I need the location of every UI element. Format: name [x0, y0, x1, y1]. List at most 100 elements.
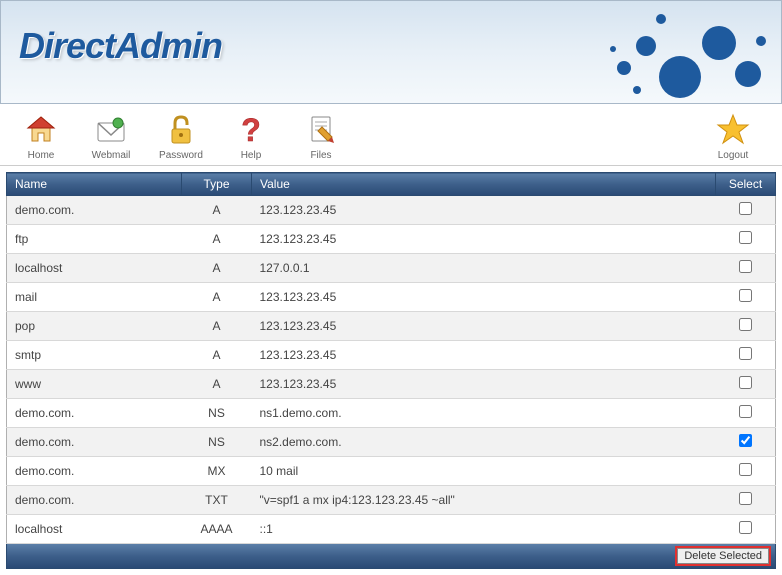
- cell-name: localhost: [7, 515, 182, 544]
- cell-name: ftp: [7, 225, 182, 254]
- files-icon: [303, 112, 339, 148]
- cell-name: demo.com.: [7, 399, 182, 428]
- cell-type: NS: [182, 399, 252, 428]
- delete-selected-button[interactable]: Delete Selected: [677, 548, 769, 564]
- cell-type: MX: [182, 457, 252, 486]
- cell-type: A: [182, 225, 252, 254]
- cell-value: ns1.demo.com.: [252, 399, 716, 428]
- cell-select: [716, 312, 776, 341]
- row-select-checkbox[interactable]: [739, 318, 752, 331]
- cell-value: ns2.demo.com.: [252, 428, 716, 457]
- table-row: demo.com.TXT"v=spf1 a mx ip4:123.123.23.…: [7, 486, 776, 515]
- cell-type: A: [182, 370, 252, 399]
- cell-name: demo.com.: [7, 196, 182, 225]
- row-select-checkbox[interactable]: [739, 347, 752, 360]
- cell-value: 123.123.23.45: [252, 196, 716, 225]
- table-row: localhostAAAA::1: [7, 515, 776, 544]
- table-row: demo.com.MX10 mail: [7, 457, 776, 486]
- table-row: popA123.123.23.45: [7, 312, 776, 341]
- cell-name: www: [7, 370, 182, 399]
- row-select-checkbox[interactable]: [739, 521, 752, 534]
- cell-select: [716, 399, 776, 428]
- header-name[interactable]: Name: [7, 173, 182, 196]
- row-select-checkbox[interactable]: [739, 463, 752, 476]
- cell-type: A: [182, 341, 252, 370]
- cell-type: A: [182, 254, 252, 283]
- toolbar-files-label: Files: [310, 150, 331, 161]
- toolbar-home-label: Home: [28, 150, 55, 161]
- cell-select: [716, 428, 776, 457]
- table-row: demo.com.NSns2.demo.com.: [7, 428, 776, 457]
- webmail-icon: [93, 112, 129, 148]
- table-header-row: Name Type Value Select: [7, 173, 776, 196]
- password-icon: [163, 112, 199, 148]
- toolbar-password-label: Password: [159, 150, 203, 161]
- cell-name: localhost: [7, 254, 182, 283]
- cell-select: [716, 341, 776, 370]
- toolbar-logout[interactable]: Logout: [702, 112, 764, 161]
- cell-select: [716, 457, 776, 486]
- cell-type: A: [182, 283, 252, 312]
- cell-name: smtp: [7, 341, 182, 370]
- cell-type: TXT: [182, 486, 252, 515]
- cell-select: [716, 196, 776, 225]
- cell-name: mail: [7, 283, 182, 312]
- row-select-checkbox[interactable]: [739, 434, 752, 447]
- row-select-checkbox[interactable]: [739, 231, 752, 244]
- toolbar-help-label: Help: [241, 150, 262, 161]
- cell-type: A: [182, 196, 252, 225]
- cell-value: 123.123.23.45: [252, 370, 716, 399]
- cell-value: "v=spf1 a mx ip4:123.123.23.45 ~all": [252, 486, 716, 515]
- cell-name: pop: [7, 312, 182, 341]
- cell-select: [716, 283, 776, 312]
- table-row: localhostA127.0.0.1: [7, 254, 776, 283]
- help-icon: ?: [233, 112, 269, 148]
- header-value[interactable]: Value: [252, 173, 716, 196]
- row-select-checkbox[interactable]: [739, 376, 752, 389]
- toolbar-files[interactable]: Files: [290, 112, 352, 161]
- header-banner: DirectAdmin: [0, 0, 782, 104]
- table-row: smtpA123.123.23.45: [7, 341, 776, 370]
- row-select-checkbox[interactable]: [739, 289, 752, 302]
- cell-type: AAAA: [182, 515, 252, 544]
- cell-name: demo.com.: [7, 486, 182, 515]
- cell-value: 10 mail: [252, 457, 716, 486]
- dns-table-container: Name Type Value Select demo.com.A123.123…: [0, 166, 782, 575]
- header-select[interactable]: Select: [716, 173, 776, 196]
- dns-records-table: Name Type Value Select demo.com.A123.123…: [6, 172, 776, 544]
- cell-value: 123.123.23.45: [252, 283, 716, 312]
- toolbar: Home Webmail Password ? Help Files Logou…: [0, 104, 782, 166]
- table-row: demo.com.NSns1.demo.com.: [7, 399, 776, 428]
- cell-value: 123.123.23.45: [252, 225, 716, 254]
- toolbar-home[interactable]: Home: [10, 112, 72, 161]
- row-select-checkbox[interactable]: [739, 260, 752, 273]
- table-row: demo.com.A123.123.23.45: [7, 196, 776, 225]
- svg-text:?: ?: [241, 113, 261, 147]
- cell-select: [716, 370, 776, 399]
- toolbar-help[interactable]: ? Help: [220, 112, 282, 161]
- row-select-checkbox[interactable]: [739, 202, 752, 215]
- header-type[interactable]: Type: [182, 173, 252, 196]
- cell-select: [716, 225, 776, 254]
- toolbar-logout-label: Logout: [718, 150, 749, 161]
- cell-type: NS: [182, 428, 252, 457]
- home-icon: [23, 112, 59, 148]
- row-select-checkbox[interactable]: [739, 492, 752, 505]
- cell-value: 127.0.0.1: [252, 254, 716, 283]
- row-select-checkbox[interactable]: [739, 405, 752, 418]
- cell-type: A: [182, 312, 252, 341]
- cell-value: ::1: [252, 515, 716, 544]
- toolbar-webmail-label: Webmail: [92, 150, 131, 161]
- cell-value: 123.123.23.45: [252, 312, 716, 341]
- logout-icon: [715, 112, 751, 148]
- cell-select: [716, 515, 776, 544]
- logo: DirectAdmin: [1, 1, 781, 67]
- toolbar-password[interactable]: Password: [150, 112, 212, 161]
- cell-name: demo.com.: [7, 457, 182, 486]
- table-row: mailA123.123.23.45: [7, 283, 776, 312]
- toolbar-webmail[interactable]: Webmail: [80, 112, 142, 161]
- cell-value: 123.123.23.45: [252, 341, 716, 370]
- table-footer: Delete Selected: [6, 544, 776, 569]
- cell-select: [716, 486, 776, 515]
- table-row: wwwA123.123.23.45: [7, 370, 776, 399]
